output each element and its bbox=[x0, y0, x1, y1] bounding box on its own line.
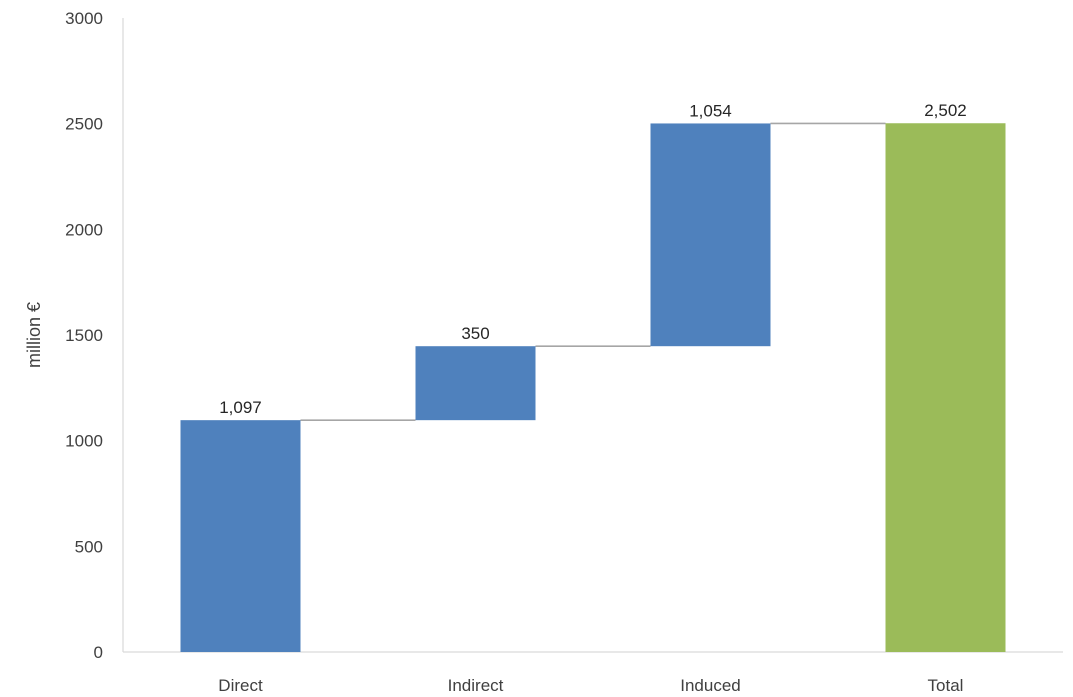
data-label-indirect: 350 bbox=[461, 324, 489, 343]
y-tick-label: 1000 bbox=[65, 432, 103, 451]
x-axis-labels: Direct Indirect Induced Total bbox=[218, 676, 963, 695]
bar-total bbox=[885, 123, 1006, 652]
y-axis-label: million € bbox=[24, 302, 44, 368]
bar-direct bbox=[180, 420, 301, 652]
data-label-total: 2,502 bbox=[924, 101, 967, 120]
y-tick-label: 1500 bbox=[65, 326, 103, 345]
y-tick-label: 3000 bbox=[65, 9, 103, 28]
y-axis-ticks: 0 500 1000 1500 2000 2500 3000 bbox=[65, 9, 103, 662]
x-tick-label-induced: Induced bbox=[680, 676, 741, 695]
x-tick-label-indirect: Indirect bbox=[448, 676, 504, 695]
data-labels: 1,097 350 1,054 2,502 bbox=[219, 101, 967, 417]
y-axis-title: million € bbox=[24, 302, 44, 368]
y-tick-label: 0 bbox=[94, 643, 103, 662]
bars bbox=[180, 123, 1006, 652]
y-tick-label: 2500 bbox=[65, 115, 103, 134]
y-tick-label: 500 bbox=[75, 537, 103, 556]
y-tick-label: 2000 bbox=[65, 220, 103, 239]
data-label-direct: 1,097 bbox=[219, 398, 262, 417]
data-label-induced: 1,054 bbox=[689, 101, 732, 120]
x-tick-label-direct: Direct bbox=[218, 676, 263, 695]
connector-lines bbox=[300, 122, 886, 421]
bar-indirect bbox=[415, 346, 536, 421]
x-tick-label-total: Total bbox=[928, 676, 964, 695]
bar-induced bbox=[650, 123, 771, 347]
